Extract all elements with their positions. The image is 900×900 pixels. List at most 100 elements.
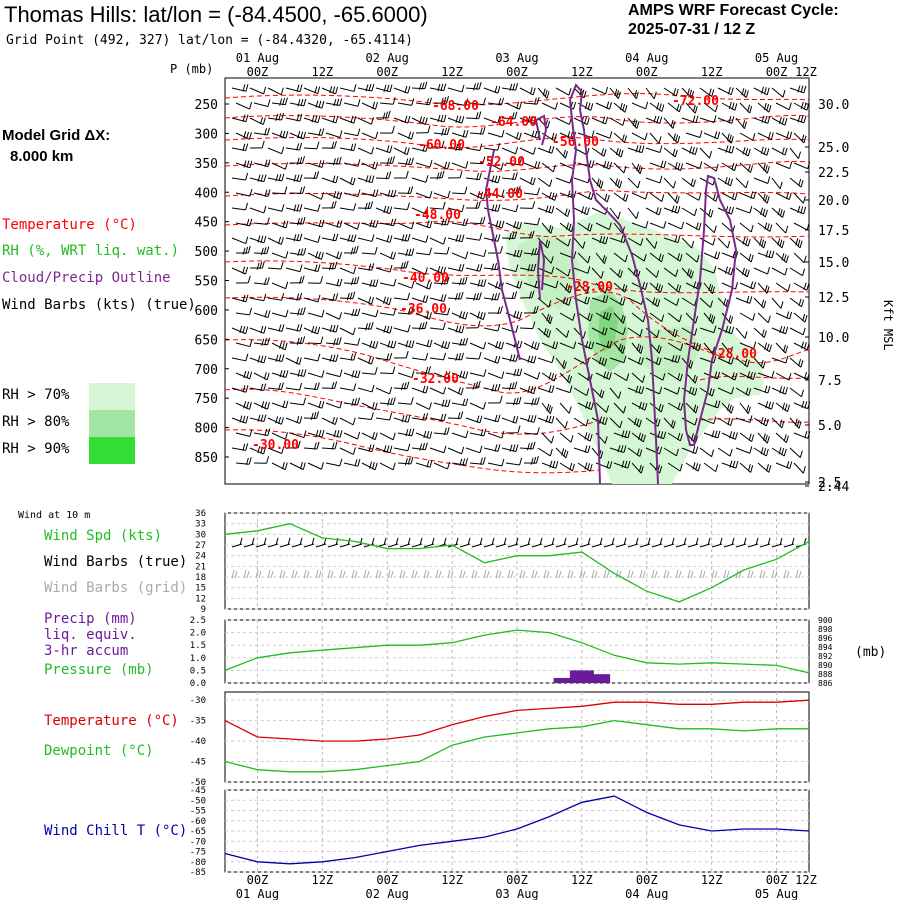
wind-barb-flag: [440, 83, 444, 92]
wind-barb-flag: [386, 145, 390, 153]
wind-barb-flag: [806, 342, 810, 350]
wind-barb-flag: [747, 464, 751, 472]
wind-barb-shaft: [573, 387, 587, 396]
wind-barb-flag: [352, 291, 356, 299]
wind-barb-flag: [639, 166, 643, 174]
wind-barb-flag: [519, 311, 523, 320]
wind-barb-flag: [353, 234, 357, 242]
wind-barb-flag: [263, 326, 267, 334]
wind-barb-flag: [672, 328, 676, 337]
wind-barb: [447, 263, 465, 272]
wind-barb-shaft: [555, 237, 569, 247]
wind-barb-flag: [317, 264, 321, 272]
wind-barb-flag: [285, 281, 289, 289]
wind-barb-flag: [246, 131, 250, 139]
wind-barb-flag: [321, 101, 325, 109]
wind-barb-flag: [457, 292, 461, 300]
wind-barb-flag: [677, 162, 681, 171]
wind-barb-flag: [713, 355, 717, 363]
wind-barb-shaft: [253, 222, 268, 225]
wind-barb-flag: [494, 175, 498, 183]
wind-barb: [717, 177, 733, 187]
wind-barb-true-flag: [527, 537, 531, 546]
wind-barb: [537, 145, 555, 154]
model-grid-label: Model Grid ΔX:: [2, 127, 111, 144]
wind-barb-flag: [786, 311, 790, 319]
wind-barb: [325, 98, 343, 107]
wind-barb-shaft: [465, 147, 480, 152]
wind-barb-shaft: [775, 162, 790, 170]
wind-barb-flag: [798, 359, 802, 367]
wind-barb-flag: [768, 105, 772, 113]
wind-barb-flag: [537, 161, 541, 169]
wind-barb: [343, 128, 361, 137]
wind-barb: [501, 264, 519, 272]
wind-barb-flag: [497, 306, 501, 315]
wind-barb: [649, 221, 667, 229]
wind-barb-flag: [260, 414, 264, 422]
wind-barb-flag: [302, 216, 306, 225]
wind-barb: [775, 432, 789, 443]
wind-barb-flag: [387, 189, 391, 198]
wind-barb: [487, 97, 505, 106]
wind-barb-shaft: [393, 297, 408, 301]
wind-barb-shaft: [483, 147, 498, 151]
wind-barb: [303, 171, 320, 180]
wind-barb-flag: [501, 342, 505, 350]
wind-barb-flag: [567, 190, 571, 198]
wind-barb-shaft: [703, 462, 717, 472]
wind-barb-flag: [302, 186, 306, 194]
wind-barb-flag: [605, 295, 609, 303]
wind-barb-flag: [332, 293, 336, 301]
wind-barb-flag: [659, 145, 663, 153]
wind-barb-flag: [482, 216, 486, 224]
wind-barb-flag: [734, 103, 738, 111]
wind-barb: [307, 400, 325, 409]
wind-barb-flag: [531, 341, 535, 349]
wind-barb: [325, 337, 342, 346]
wind-barb: [739, 462, 754, 473]
wind-barb: [595, 131, 613, 139]
wind-barb-flag: [549, 406, 553, 414]
wind-barb-flag: [404, 115, 408, 123]
wind-barb: [397, 428, 415, 437]
wind-barb-flag: [494, 262, 498, 271]
wind-barb-flag: [350, 247, 354, 255]
wind-barb-flag: [303, 369, 307, 377]
wind-barb-flag: [604, 327, 608, 336]
wind-barb-flag: [548, 145, 552, 154]
wind-barb-shaft: [375, 417, 390, 421]
wind-barb-flag: [350, 353, 354, 361]
wind-barb-shaft: [343, 342, 358, 346]
wind-barb-flag: [461, 325, 465, 333]
wind-barb-shaft: [487, 132, 503, 138]
wind-barb-flag: [748, 253, 752, 262]
wind-barb: [253, 246, 270, 256]
wind-barb-grid: [315, 569, 319, 579]
wind-barb: [379, 156, 395, 165]
wind-barb-shaft: [541, 102, 556, 110]
wind-barb: [717, 447, 733, 457]
wind-barb: [735, 267, 750, 278]
wind-barb-flag: [331, 201, 335, 209]
wind-barb-flag: [321, 462, 324, 470]
wind-barb: [537, 205, 555, 214]
wind-barb-flag: [264, 338, 268, 346]
wind-barb: [253, 99, 271, 108]
wind-barb-shaft: [541, 162, 554, 173]
wind-barb-flag: [353, 84, 357, 92]
wind-barb-shaft: [415, 402, 430, 410]
wind-barb-flag: [353, 115, 357, 124]
wind-barb-flag: [443, 413, 447, 421]
wind-barb: [321, 115, 339, 124]
wind-barb-flag: [371, 83, 375, 92]
wind-barb-grid: [291, 569, 295, 579]
wind-barb-flag: [462, 398, 466, 407]
wind-barb: [519, 321, 536, 330]
precip-bar: [553, 677, 578, 683]
wind-barb-flag: [645, 220, 649, 229]
wind-barb-flag: [587, 102, 591, 110]
wind-barb-shaft: [267, 297, 282, 301]
wind-barb-shaft: [573, 177, 589, 184]
wind-barb-flag: [517, 185, 521, 194]
